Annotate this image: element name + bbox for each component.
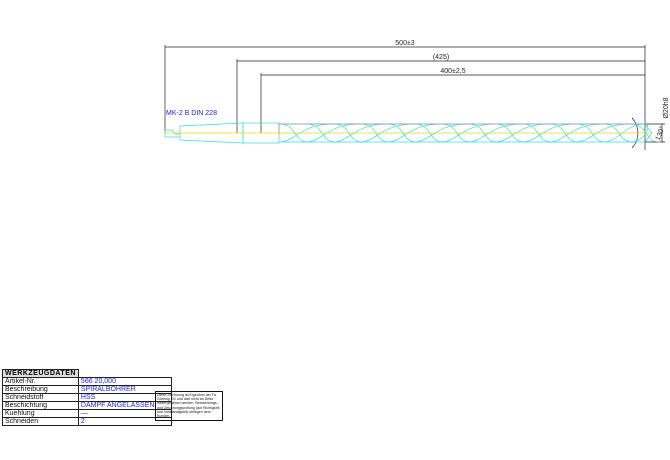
row-key: Schneidstoff	[2, 393, 79, 402]
tool-data-table: WERKZEUGDATEN Artikel-Nr. 566 20,000 Besc…	[2, 369, 172, 426]
dim-425-label: (425)	[433, 54, 449, 61]
shank-taper	[165, 122, 244, 144]
row-key: Kuehlung	[2, 409, 79, 418]
drill-tip	[644, 123, 653, 143]
table-row: Kuehlung —	[2, 409, 172, 418]
table-row: Schneidstoff HSS	[2, 393, 172, 402]
row-key: Beschichtung	[2, 401, 79, 410]
table-title: WERKZEUGDATEN	[2, 369, 79, 378]
row-value: 566 20,000	[77, 377, 172, 386]
diameter-label: Ø20h8	[663, 97, 670, 118]
shank-label: MK-2 B DIN 228	[166, 110, 217, 117]
angle-label: 130°	[654, 125, 667, 142]
spacer	[78, 370, 171, 378]
dim-500-label: 500±3	[395, 40, 415, 47]
ownership-note: Diese Zeichnung ist Eigentum der Fa. Güh…	[155, 391, 223, 421]
tang	[164, 130, 180, 138]
row-value: 2	[77, 417, 172, 426]
table-row: Beschreibung SPIRALBOHRER	[2, 385, 172, 394]
table-row: Schneiden 2	[2, 417, 172, 426]
row-key: Schneiden	[2, 417, 79, 426]
dimension-lines	[164, 45, 665, 150]
row-key: Beschreibung	[2, 385, 79, 394]
table-row: Beschichtung DAMPF ANGELASSEN	[2, 401, 172, 410]
table-row: Artikel-Nr. 566 20,000	[2, 377, 172, 386]
row-key: Artikel-Nr.	[2, 377, 79, 386]
dim-400-label: 400±2,5	[440, 68, 465, 75]
